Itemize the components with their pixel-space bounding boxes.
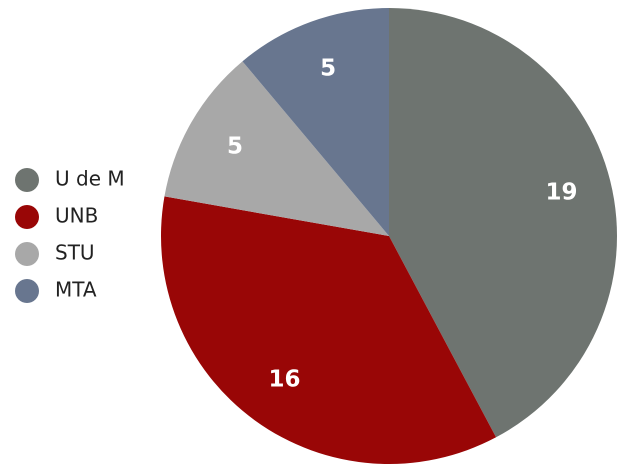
slice-label: 5 [227, 134, 243, 160]
legend-label: UNB [55, 204, 98, 228]
pie-slice [161, 196, 497, 464]
pie-slice [164, 61, 389, 237]
legend-label: MTA [55, 278, 97, 302]
pie-slice [242, 7, 389, 236]
legend-marker [15, 242, 39, 266]
slice-label: 19 [546, 179, 578, 205]
slice-label: 16 [268, 366, 300, 392]
legend-label: U de M [55, 167, 125, 191]
pie-slice [389, 8, 617, 438]
legend-marker [15, 168, 39, 192]
slice-label: 5 [320, 55, 336, 81]
legend-label: STU [55, 241, 95, 265]
legend-marker [15, 205, 39, 229]
legend-marker [15, 279, 39, 303]
